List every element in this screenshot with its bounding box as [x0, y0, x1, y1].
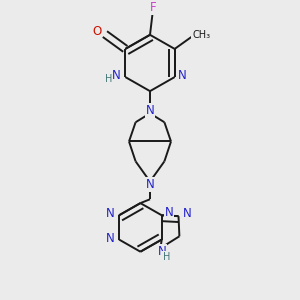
Text: N: N [112, 69, 121, 82]
Text: N: N [165, 206, 174, 219]
Text: N: N [178, 69, 187, 82]
Text: O: O [92, 25, 101, 38]
Text: N: N [106, 232, 115, 245]
Text: CH₃: CH₃ [192, 30, 210, 40]
Text: N: N [158, 245, 166, 258]
Text: N: N [146, 178, 154, 191]
Text: N: N [146, 104, 154, 117]
Text: N: N [182, 207, 191, 220]
Text: H: H [163, 252, 170, 262]
Text: H: H [105, 74, 112, 83]
Text: N: N [106, 207, 115, 220]
Text: F: F [149, 1, 156, 14]
